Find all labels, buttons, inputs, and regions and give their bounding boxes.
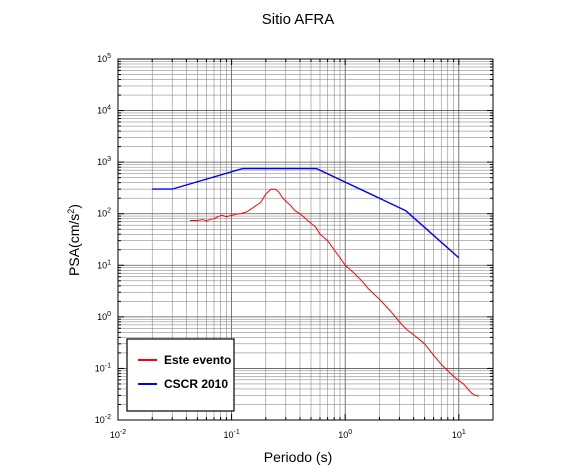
y-tick-label: 102 <box>97 208 111 219</box>
plot-series <box>152 167 479 397</box>
y-tick-label-base: 10 <box>97 312 107 322</box>
y-tick-label-base: 10 <box>97 157 107 167</box>
y-tick-label-exponent: 1 <box>107 259 111 266</box>
y-tick-label: 10-1 <box>95 362 111 373</box>
x-tick-label: 101 <box>452 429 466 440</box>
legend: Este evento CSCR 2010 <box>126 338 235 412</box>
y-tick-label-exponent: 3 <box>107 156 111 163</box>
y-axis-label: PSA(cm/s2) <box>66 204 82 276</box>
x-tick-label: 100 <box>338 429 352 440</box>
x-tick-label-base: 10 <box>338 430 348 440</box>
legend-label-cscr-2010: CSCR 2010 <box>164 377 228 391</box>
y-axis-label-base: PSA(cm/s <box>66 214 82 276</box>
series-line-cscr-2010 <box>152 167 460 259</box>
x-axis-label: Periodo (s) <box>264 449 332 465</box>
chart-title: Sitio AFRA <box>262 11 335 28</box>
y-tick-label: 104 <box>97 105 111 116</box>
y-tick-label-base: 10 <box>97 260 107 270</box>
x-tick-label-base: 10 <box>452 430 462 440</box>
y-tick-label-base: 10 <box>97 54 107 64</box>
y-tick-label-base: 10 <box>97 209 107 219</box>
x-tick-label-exponent: -2 <box>120 429 126 436</box>
x-tick-label-exponent: 1 <box>462 429 466 436</box>
x-tick-label-exponent: -1 <box>233 429 239 436</box>
y-tick-label-exponent: 0 <box>107 311 111 318</box>
y-tick-label: 10-2 <box>95 414 111 425</box>
y-tick-label: 103 <box>97 156 111 167</box>
y-tick-label-exponent: -2 <box>105 414 111 421</box>
x-tick-label: 10-2 <box>110 429 126 440</box>
y-axis-label-sup: 2 <box>66 209 76 214</box>
y-tick-label-exponent: -1 <box>105 362 111 369</box>
y-axis-label-end: ) <box>66 204 82 209</box>
y-tick-label: 100 <box>97 311 111 322</box>
y-tick-label-exponent: 2 <box>107 208 111 215</box>
x-tick-label-base: 10 <box>110 430 120 440</box>
y-tick-label-base: 10 <box>95 363 105 373</box>
plot-frame <box>117 58 494 421</box>
legend-label-este-evento: Este evento <box>164 353 231 367</box>
x-tick-label-base: 10 <box>223 430 233 440</box>
x-tick-label: 10-1 <box>223 429 239 440</box>
x-tick-label-exponent: 0 <box>348 429 352 436</box>
plot-grid <box>117 58 494 421</box>
y-tick-label-exponent: 4 <box>107 105 111 112</box>
y-tick-label-base: 10 <box>97 106 107 116</box>
legend-box <box>126 338 235 412</box>
y-tick-label: 101 <box>97 259 111 270</box>
y-tick-label: 105 <box>97 53 111 64</box>
y-tick-label-exponent: 5 <box>107 53 111 60</box>
y-tick-label-base: 10 <box>95 415 105 425</box>
series-line-este-evento <box>189 188 479 397</box>
